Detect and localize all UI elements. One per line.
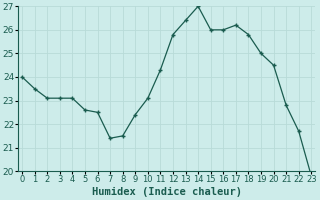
X-axis label: Humidex (Indice chaleur): Humidex (Indice chaleur) <box>92 187 242 197</box>
